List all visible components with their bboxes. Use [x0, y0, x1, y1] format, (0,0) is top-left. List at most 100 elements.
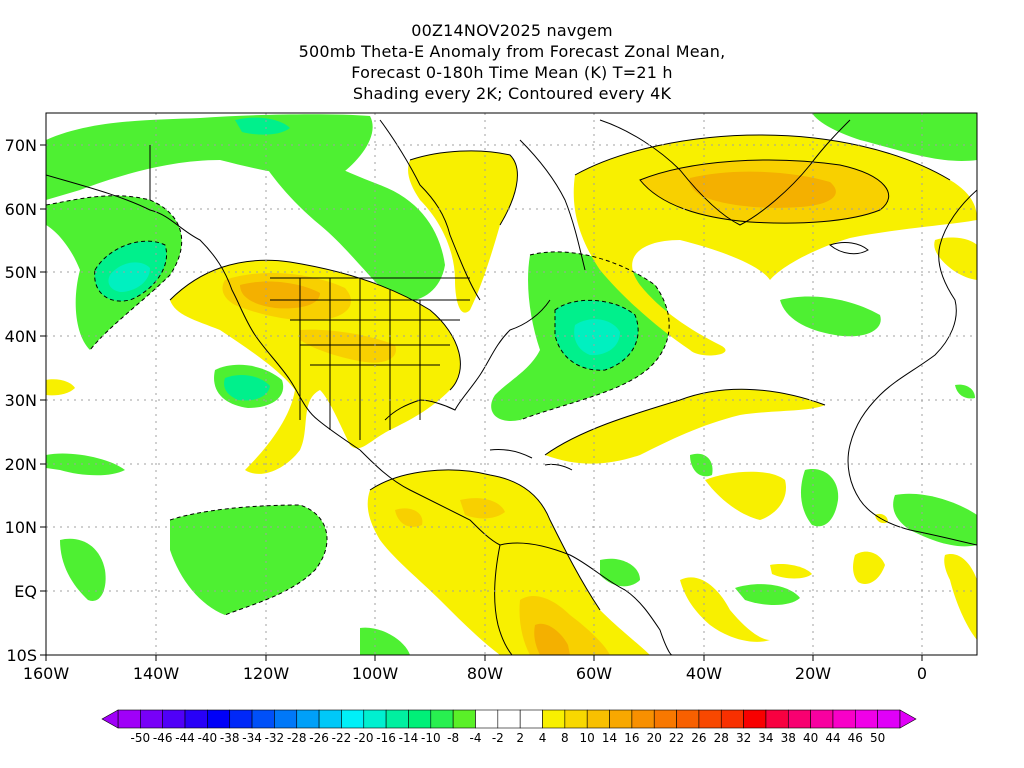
colorbar-label: -16	[376, 731, 396, 745]
colorbar-swatch	[676, 709, 700, 729]
positive-anomaly-cores	[222, 160, 889, 655]
colorbar-swatch	[698, 709, 722, 729]
colorbar-swatch	[274, 709, 298, 729]
colorbar-swatch	[631, 709, 655, 729]
colorbar-label: 2	[516, 731, 524, 745]
colorbar-swatch	[765, 709, 789, 729]
colorbar-min-arrow	[101, 709, 119, 729]
negative-anomaly-cores	[94, 117, 639, 401]
lat-lon-grid	[46, 113, 977, 655]
title-line-2: 500mb Theta-E Anomaly from Forecast Zona…	[298, 42, 726, 61]
colorbar-swatch	[855, 709, 878, 729]
colorbar-label: 4	[539, 731, 547, 745]
colorbar-label: -40	[198, 731, 218, 745]
lat-label-10s: 10S	[6, 646, 37, 665]
colorbar-label: 14	[602, 731, 617, 745]
colorbar-swatch	[653, 709, 677, 729]
colorbar-label: 26	[691, 731, 706, 745]
colorbar-swatch	[720, 709, 744, 729]
colorbar-label: -44	[175, 731, 195, 745]
colorbar-label: 20	[647, 731, 662, 745]
lon-label-140w: 140W	[133, 664, 180, 683]
colorbar-swatch	[318, 709, 342, 729]
colorbar-label: 10	[580, 731, 595, 745]
lon-label-40w: 40W	[686, 664, 722, 683]
colorbar-swatch	[207, 709, 231, 729]
colorbar-label: 22	[669, 731, 684, 745]
colorbar-label: -32	[265, 731, 285, 745]
lon-label-0: 0	[917, 664, 927, 683]
colorbar-label: 28	[714, 731, 729, 745]
colorbar-swatch	[117, 709, 141, 729]
colorbar-swatch	[743, 709, 767, 729]
lat-label-30n: 30N	[5, 391, 37, 410]
colorbar-label: -50	[131, 731, 151, 745]
lat-label-50n: 50N	[5, 263, 37, 282]
colorbar-swatch	[586, 709, 610, 729]
colorbar-swatch	[452, 709, 476, 729]
colorbar-swatch	[162, 709, 186, 729]
colorbar-swatch	[385, 709, 409, 729]
colorbar-label: -22	[332, 731, 352, 745]
lon-label-20w: 20W	[795, 664, 831, 683]
lat-axis: 70N 60N 50N 40N 30N 20N 10N EQ 10S	[5, 136, 46, 665]
chart-title: 00Z14NOV2025 navgem 500mb Theta-E Anomal…	[0, 20, 1024, 104]
title-line-1: 00Z14NOV2025 navgem	[411, 21, 613, 40]
lon-label-120w: 120W	[243, 664, 290, 683]
map-frame	[45, 112, 978, 656]
lat-label-40n: 40N	[5, 327, 37, 346]
colorbar-label: -10	[421, 731, 441, 745]
colorbar-label: -28	[287, 731, 307, 745]
colorbar-label: -14	[399, 731, 419, 745]
colorbar-label: 34	[758, 731, 773, 745]
colorbar-label: 40	[803, 731, 818, 745]
anomaly-contours	[46, 134, 951, 616]
colorbar-label: 38	[781, 731, 796, 745]
lat-label-20n: 20N	[5, 455, 37, 474]
colorbar-label: -2	[492, 731, 504, 745]
lon-label-100w: 100W	[352, 664, 399, 683]
colorbar-label: 44	[825, 731, 840, 745]
colorbar-swatch	[408, 709, 432, 729]
colorbar: -50 -46 -44 -40 -38 -34 -32 -28 -26 -22 -20 -16 -14-…	[101, 709, 917, 745]
colorbar-label: 32	[736, 731, 751, 745]
lat-label-60n: 60N	[5, 200, 37, 219]
colorbar-swatch	[564, 709, 588, 729]
lon-label-60w: 60W	[576, 664, 612, 683]
lon-label-160w: 160W	[23, 664, 70, 683]
colorbar-label: 46	[848, 731, 863, 745]
lat-label-eq: EQ	[14, 582, 37, 601]
lat-label-70n: 70N	[5, 136, 37, 155]
colorbar-swatch	[184, 709, 208, 729]
colorbar-swatch	[787, 709, 811, 729]
coastlines	[46, 119, 977, 655]
colorbar-swatch	[341, 709, 365, 729]
colorbar-label: -8	[447, 731, 459, 745]
colorbar-swatch	[430, 709, 454, 729]
colorbar-swatch	[877, 709, 901, 729]
colorbar-label: -38	[220, 731, 240, 745]
negative-anomaly-areas	[46, 113, 977, 655]
colorbar-label: -20	[354, 731, 374, 745]
positive-anomaly-areas	[46, 135, 977, 655]
colorbar-label: 50	[870, 731, 885, 745]
colorbar-swatch	[542, 709, 566, 729]
colorbar-swatch	[832, 709, 856, 729]
colorbar-swatch	[475, 709, 499, 729]
colorbar-swatch	[810, 709, 834, 729]
colorbar-label: 8	[561, 731, 569, 745]
title-line-3: Forecast 0-180h Time Mean (K) T=21 h	[351, 63, 673, 82]
colorbar-swatch	[519, 709, 543, 729]
colorbar-swatch	[363, 709, 387, 729]
colorbar-swatch	[609, 709, 633, 729]
colorbar-label: -34	[242, 731, 262, 745]
lat-label-10n: 10N	[5, 518, 37, 537]
colorbar-label: -46	[153, 731, 173, 745]
colorbar-swatch	[229, 709, 253, 729]
lon-label-80w: 80W	[467, 664, 503, 683]
title-line-4: Shading every 2K; Contoured every 4K	[352, 84, 672, 103]
colorbar-swatch	[251, 709, 275, 729]
lon-axis: 160W 140W 120W 100W 80W 60W 40W 20W 0	[23, 655, 927, 683]
colorbar-label: -26	[309, 731, 329, 745]
